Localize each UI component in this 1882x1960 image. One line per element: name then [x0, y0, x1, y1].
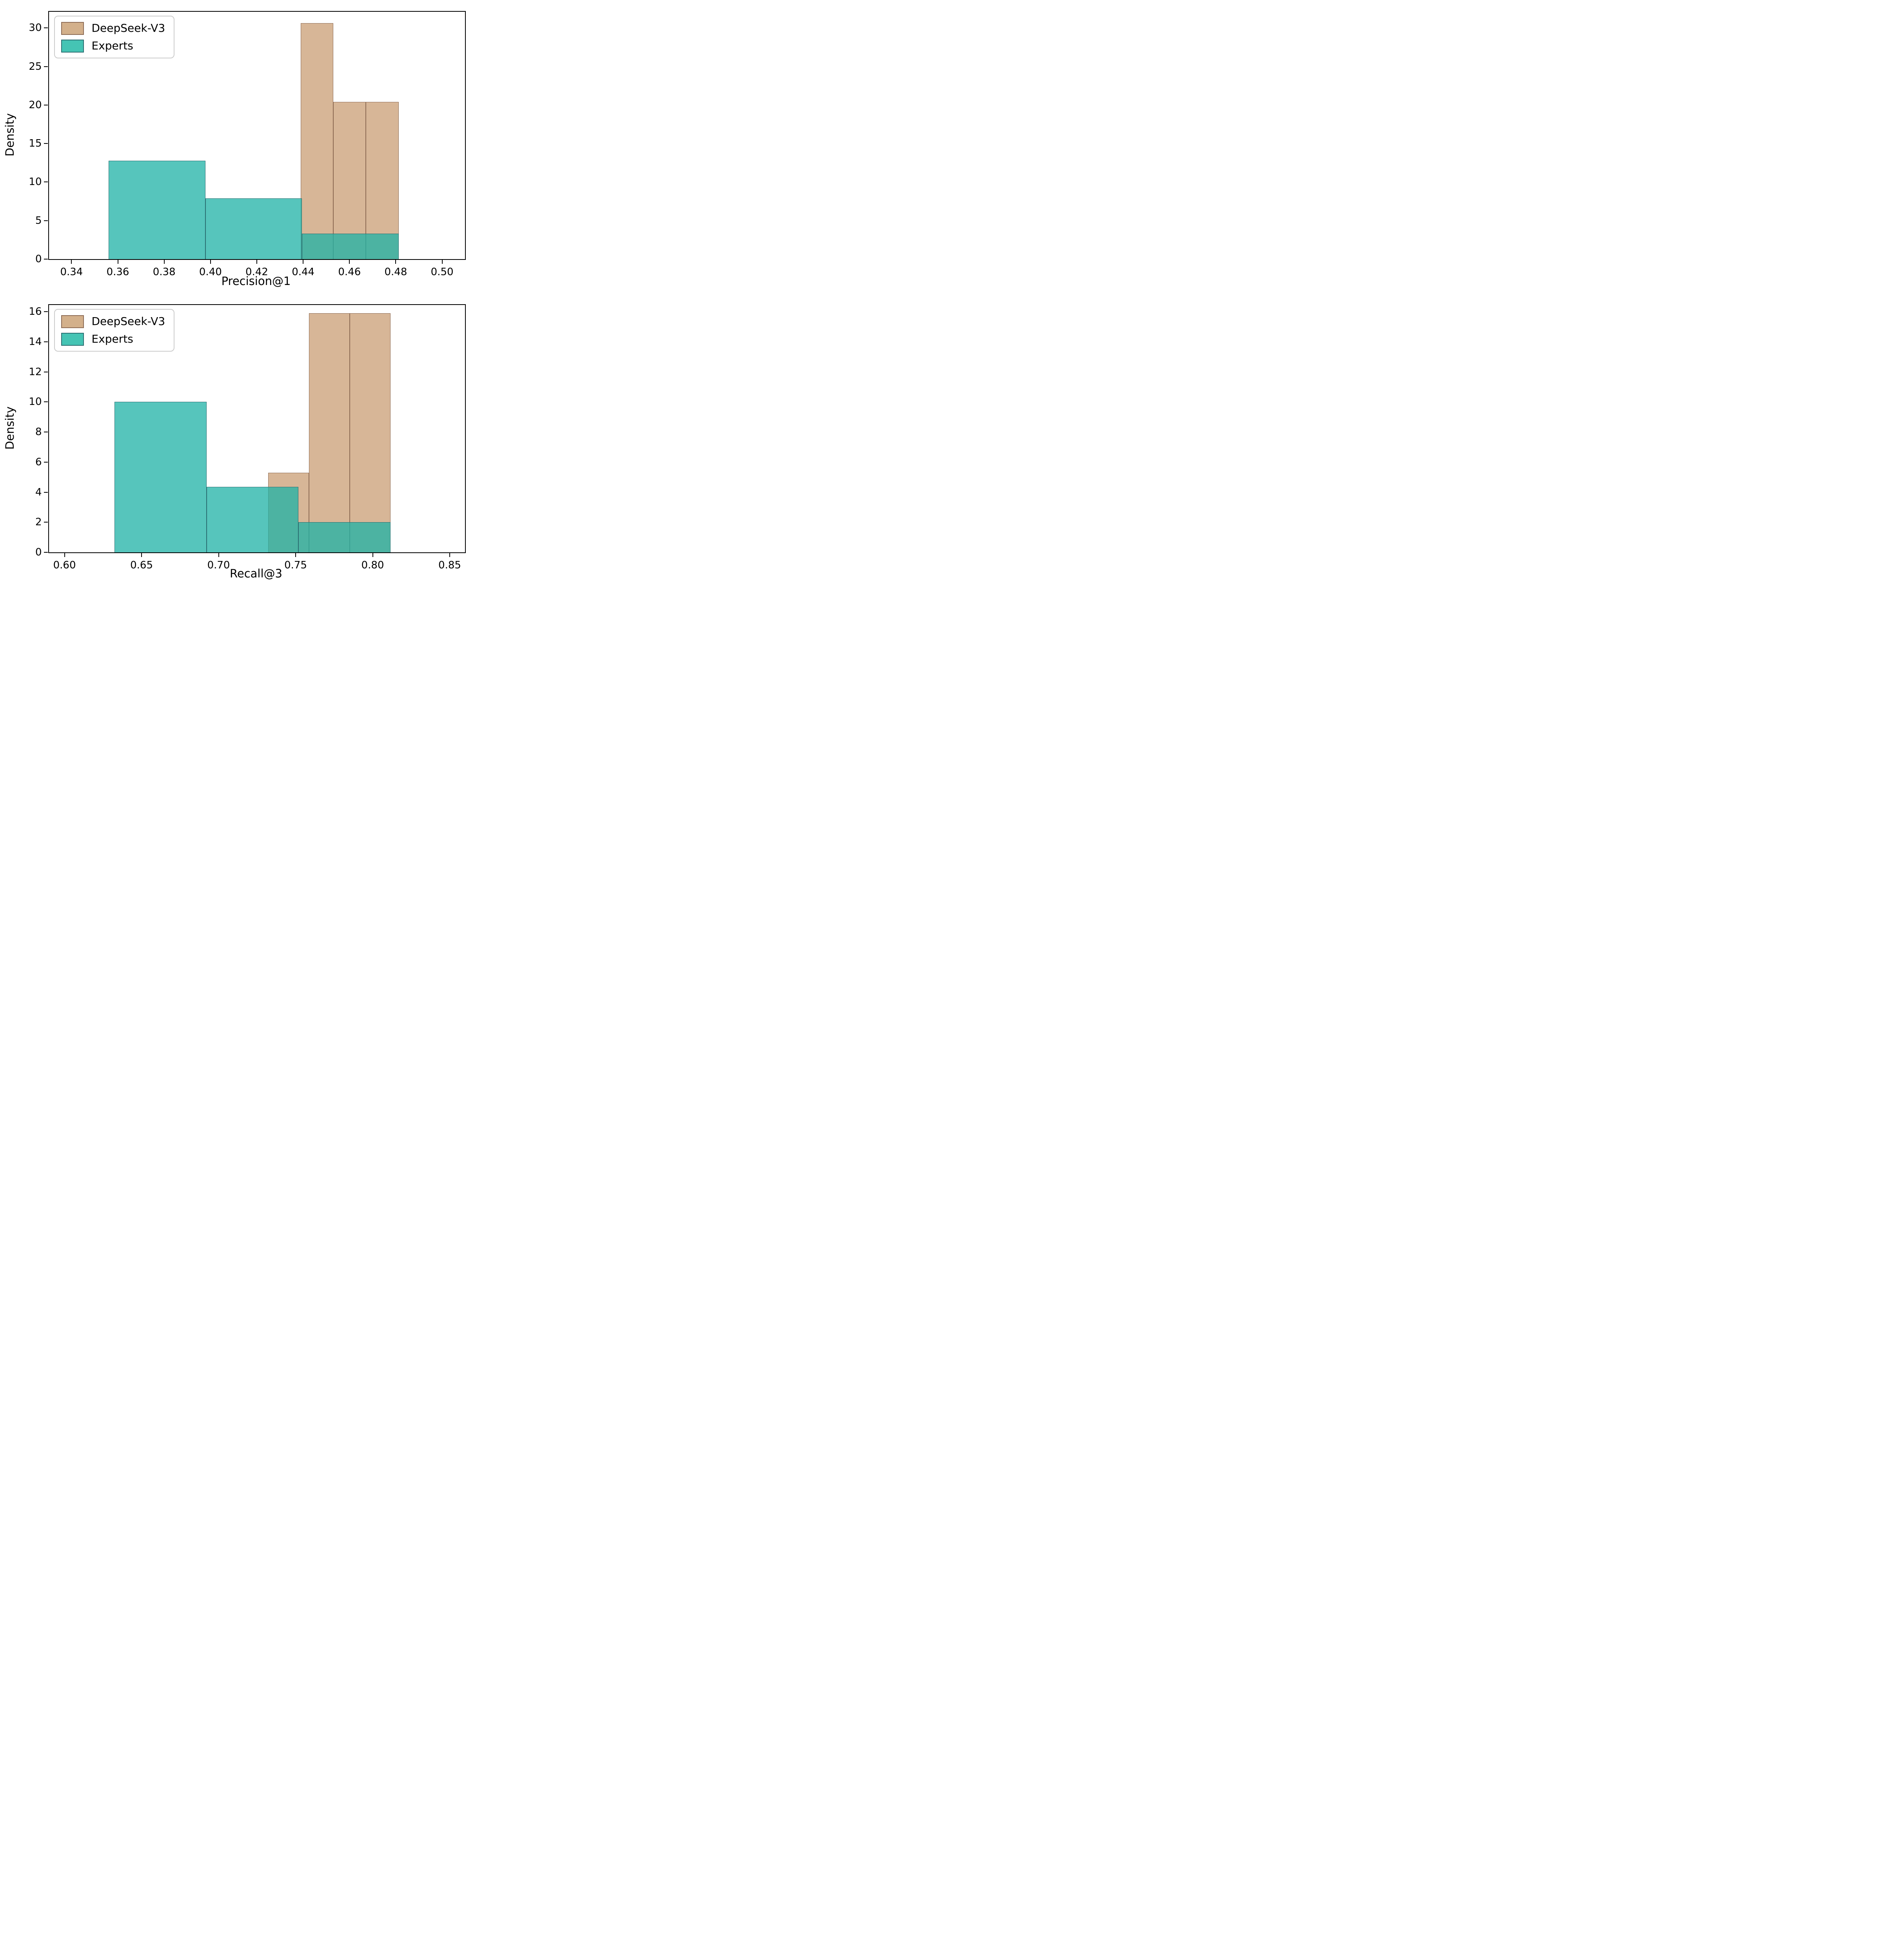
- y-tick-label: 10: [29, 396, 42, 408]
- legend: DeepSeek-V3 Experts: [54, 309, 175, 352]
- bar-experts: [114, 402, 207, 552]
- x-tick-label: 0.48: [384, 266, 407, 278]
- bar-deepseek-v3: [349, 313, 391, 552]
- legend-entry-experts: Experts: [61, 332, 165, 346]
- x-tick-label: 0.34: [60, 266, 83, 278]
- y-tick-label: 16: [29, 306, 42, 318]
- x-tick: [449, 553, 450, 557]
- x-tick: [441, 260, 443, 264]
- y-tick: [44, 66, 48, 67]
- y-tick: [44, 341, 48, 342]
- x-tick-label: 0.75: [284, 559, 307, 571]
- x-tick: [163, 260, 165, 264]
- x-tick: [141, 553, 142, 557]
- x-tick: [395, 260, 396, 264]
- y-tick-label: 25: [29, 60, 42, 73]
- y-tick-label: 15: [29, 138, 42, 150]
- x-tick-label: 0.38: [153, 266, 176, 278]
- y-axis-label: Density: [3, 406, 16, 450]
- legend-label-experts: Experts: [91, 39, 133, 52]
- figure: Density DeepSeek-V3 Experts 0.34 0.36 0.38…: [0, 0, 470, 588]
- legend-swatch-deepseek: [61, 315, 84, 328]
- x-tick-label: 0.46: [338, 266, 361, 278]
- y-axis-label: Density: [3, 113, 16, 156]
- x-tick-label: 0.36: [106, 266, 129, 278]
- x-tick-label: 0.44: [292, 266, 315, 278]
- y-tick-label: 2: [35, 516, 42, 528]
- x-tick-label: 0.70: [207, 559, 230, 571]
- y-tick: [44, 27, 48, 29]
- x-tick: [295, 553, 296, 557]
- y-tick: [44, 259, 48, 260]
- bar-deepseek-v3: [365, 102, 399, 259]
- bar-experts: [205, 198, 302, 259]
- x-tick-label: 0.85: [438, 559, 461, 571]
- x-tick-label: 0.40: [199, 266, 222, 278]
- legend-label-experts: Experts: [91, 332, 133, 345]
- x-tick: [349, 260, 350, 264]
- x-tick-label: 0.80: [361, 559, 384, 571]
- x-tick: [71, 260, 72, 264]
- y-tick-label: 4: [35, 486, 42, 498]
- x-tick-label: 0.50: [431, 266, 454, 278]
- y-tick-label: 30: [29, 22, 42, 34]
- legend-label-deepseek: DeepSeek-V3: [91, 315, 165, 328]
- y-tick-label: 0: [35, 253, 42, 265]
- x-axis-label: Precision@1: [221, 274, 291, 288]
- y-tick: [44, 552, 48, 553]
- x-tick: [210, 260, 211, 264]
- y-tick: [44, 522, 48, 523]
- y-tick: [44, 220, 48, 221]
- x-tick-label: 0.42: [245, 266, 268, 278]
- x-tick: [256, 260, 257, 264]
- y-tick-label: 14: [29, 336, 42, 348]
- y-tick-label: 5: [35, 214, 42, 227]
- legend-label-deepseek: DeepSeek-V3: [91, 22, 165, 34]
- y-tick-label: 0: [35, 546, 42, 558]
- recall-chart: Density DeepSeek-V3 Experts 0.60 0.65 0.70…: [0, 0, 470, 588]
- bar-deepseek-v3: [268, 472, 309, 552]
- bar-deepseek-v3: [333, 102, 366, 259]
- legend-entry-experts: Experts: [61, 39, 165, 53]
- y-tick-label: 12: [29, 366, 42, 378]
- legend: DeepSeek-V3 Experts: [54, 16, 175, 58]
- legend-swatch-experts: [61, 39, 84, 53]
- y-tick: [44, 461, 48, 463]
- bar-deepseek-v3: [309, 313, 350, 552]
- plot-area: DeepSeek-V3 Experts 0.60 0.65 0.70 0.75 0.80…: [29, 304, 466, 571]
- bar-experts: [108, 161, 206, 259]
- precision-chart: Density DeepSeek-V3 Experts 0.34 0.36 0.38…: [0, 0, 470, 588]
- x-axis-label: Recall@3: [230, 567, 282, 580]
- bar-deepseek-v3: [301, 23, 333, 259]
- x-tick: [372, 553, 373, 557]
- y-tick-label: 10: [29, 176, 42, 188]
- y-tick-label: 20: [29, 99, 42, 111]
- legend-swatch-experts: [61, 332, 84, 346]
- y-tick: [44, 143, 48, 144]
- y-tick-label: 6: [35, 456, 42, 468]
- y-tick: [44, 401, 48, 403]
- bar-experts: [206, 487, 299, 552]
- y-tick: [44, 492, 48, 493]
- y-tick: [44, 311, 48, 312]
- legend-entry-deepseek: DeepSeek-V3: [61, 314, 165, 328]
- x-tick-label: 0.60: [53, 559, 76, 571]
- legend-swatch-deepseek: [61, 22, 84, 35]
- x-tick: [64, 553, 65, 557]
- bar-experts: [298, 522, 391, 552]
- bar-experts: [302, 234, 399, 259]
- y-tick: [44, 181, 48, 183]
- x-tick-label: 0.65: [130, 559, 153, 571]
- y-tick-label: 8: [35, 426, 42, 438]
- legend-entry-deepseek: DeepSeek-V3: [61, 21, 165, 35]
- plot-area: DeepSeek-V3 Experts 0.34 0.36 0.38 0.40 0.42…: [29, 11, 466, 278]
- x-tick: [218, 553, 219, 557]
